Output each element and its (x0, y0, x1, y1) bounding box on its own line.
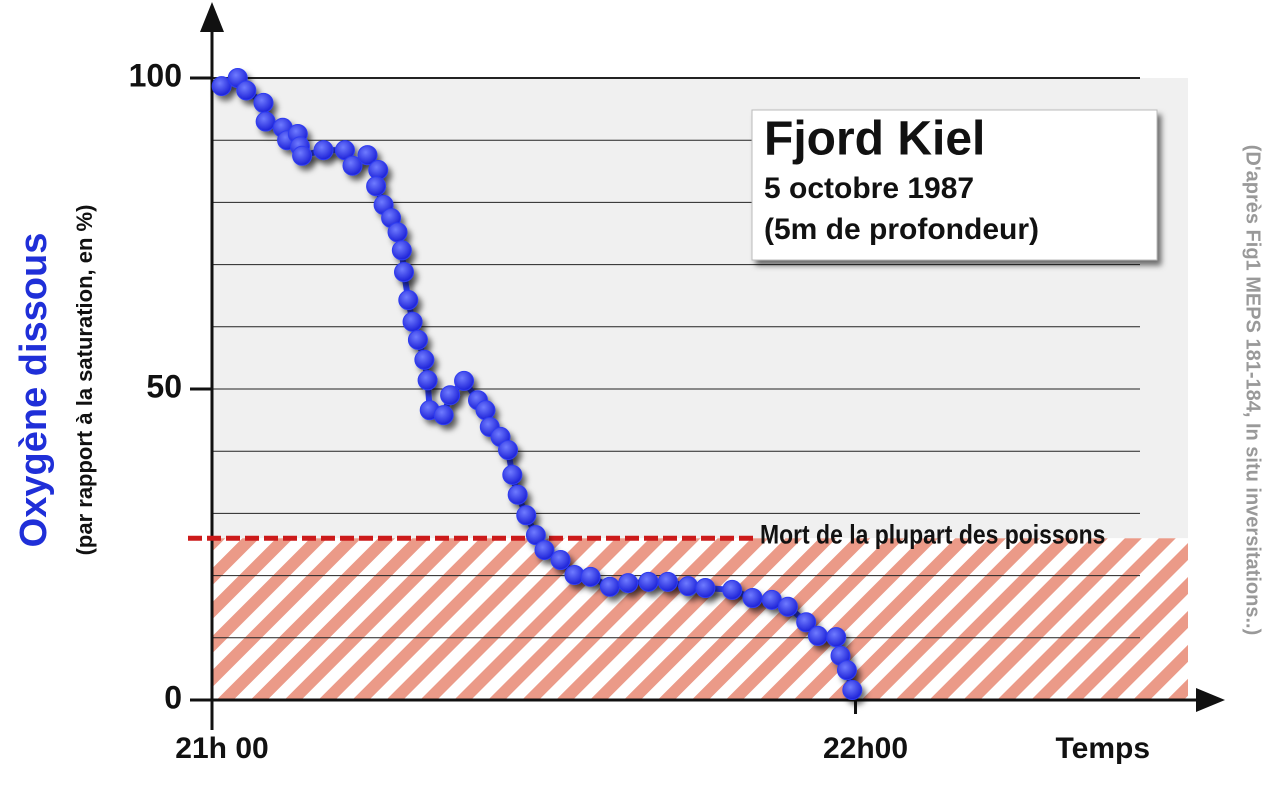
data-point (342, 155, 363, 176)
data-point (618, 573, 639, 594)
data-point (398, 290, 419, 311)
data-point (842, 680, 863, 701)
data-point (742, 587, 763, 608)
data-point (255, 111, 276, 132)
data-point (580, 566, 601, 587)
data-point (722, 579, 743, 600)
data-point (211, 76, 232, 97)
data-point (657, 571, 678, 592)
data-point (836, 660, 857, 681)
x-axis-label: Temps (1056, 732, 1150, 765)
data-point (253, 92, 274, 113)
data-point (525, 525, 546, 546)
data-points (211, 68, 863, 701)
y-tick-label: 0 (164, 679, 182, 715)
x-tick-label: 21h 00 (175, 732, 268, 765)
data-point (393, 262, 414, 283)
y-tick-label: 50 (146, 368, 182, 404)
data-point (807, 625, 828, 646)
danger-zone (212, 538, 1188, 700)
chart-subtitle: (5m de profondeur) (764, 213, 1039, 246)
data-point (440, 385, 461, 406)
data-point (550, 550, 571, 571)
y-axis-sublabel: (par rapport à la saturation, en %) (72, 205, 97, 556)
title-box: Fjord Kiel 5 octobre 1987 (5m de profondeu… (751, 109, 1158, 261)
data-point (407, 329, 428, 350)
x-tick-label: 22h00 (823, 732, 908, 765)
data-point (777, 596, 798, 617)
chart-subtitle: 5 octobre 1987 (764, 172, 974, 205)
data-point (695, 578, 716, 599)
data-point (414, 349, 435, 370)
data-point (292, 145, 313, 166)
y-axis-arrow (200, 2, 224, 32)
data-point (796, 612, 817, 633)
data-point (599, 576, 620, 597)
data-point (366, 176, 387, 197)
data-point (391, 240, 412, 261)
data-point (502, 464, 523, 485)
title-box-background (751, 109, 1158, 261)
data-point (826, 627, 847, 648)
data-point (475, 400, 496, 421)
data-point (678, 576, 699, 597)
x-axis-arrow (1196, 688, 1225, 712)
data-point (534, 540, 555, 561)
data-point (417, 370, 438, 391)
data-point (236, 80, 257, 101)
data-point (507, 484, 528, 505)
data-point (498, 439, 519, 460)
y-axis-label: Oxygène dissous (13, 233, 55, 548)
data-point (402, 311, 423, 332)
data-point (638, 571, 659, 592)
data-point (387, 222, 408, 243)
data-point (516, 505, 537, 526)
chart-title: Fjord Kiel (764, 113, 985, 166)
data-point (313, 140, 334, 161)
threshold-label: Mort de la plupart des poissons (760, 520, 1105, 550)
data-point (357, 145, 378, 166)
data-point (433, 405, 454, 426)
data-point (454, 370, 475, 391)
source-note: (D'après Fig1 MEPS 181-184, In situ inve… (1242, 145, 1264, 635)
y-tick-label: 100 (129, 57, 182, 93)
